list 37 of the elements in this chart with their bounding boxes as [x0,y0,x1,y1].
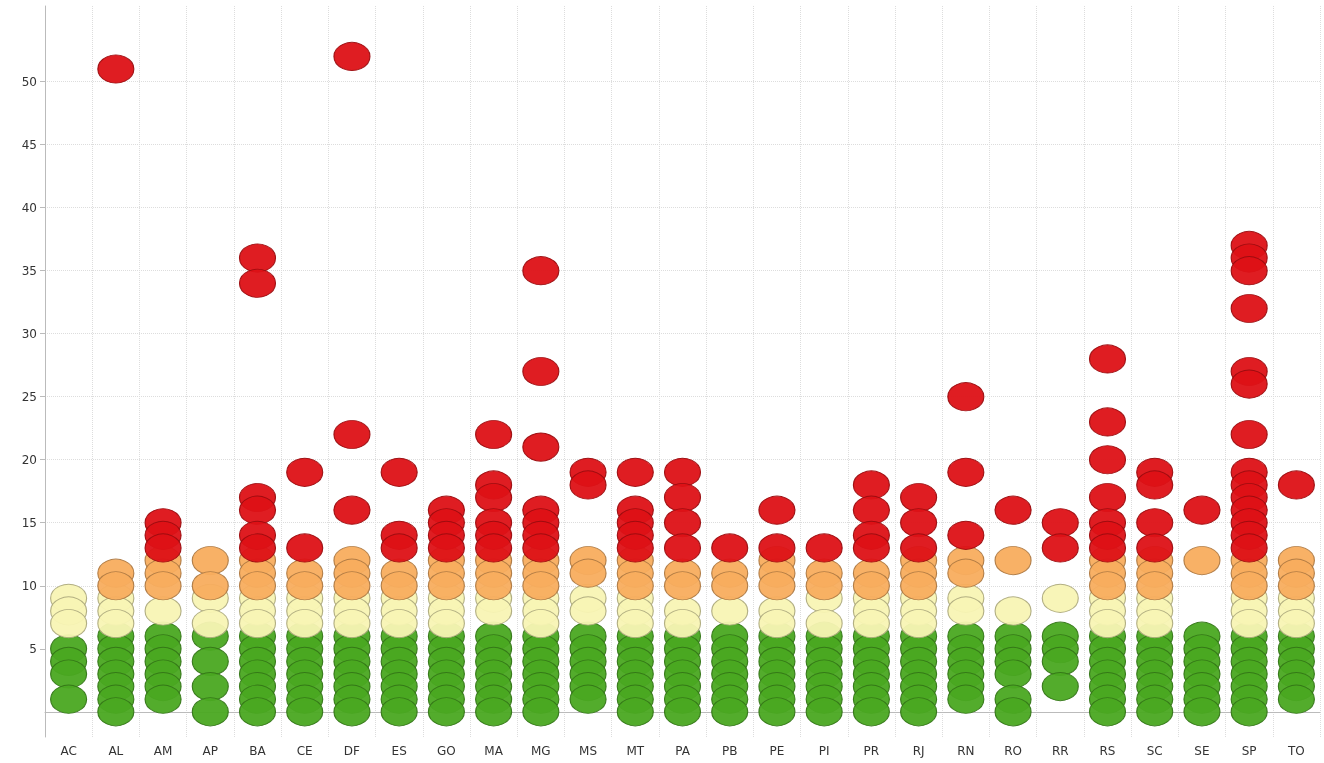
y-tick-label: 15 [21,515,37,530]
y-tick-label: 40 [21,200,37,215]
x-tick-label: AL [108,744,124,758]
y-tick-label: 25 [21,389,37,404]
x-tick-label: RS [1099,744,1116,758]
y-tick-label: 20 [21,452,37,467]
x-tick-label: PI [818,744,830,758]
x-tick-label: SC [1146,744,1163,758]
x-tick-label: MT [626,744,645,758]
x-tick-label: MA [484,744,504,758]
x-tick-label: DF [343,744,361,758]
x-tick-label: GO [437,744,456,758]
x-tick-label: RN [957,744,975,758]
x-tick-label: RO [1004,744,1022,758]
x-tick-label: PR [863,744,880,758]
x-tick-label: PE [769,744,785,758]
y-tick-label: 45 [21,137,37,152]
x-tick-label: SP [1241,744,1257,758]
x-tick-label: TO [1287,744,1305,758]
x-tick-label: SE [1194,744,1210,758]
x-tick-label: MG [531,744,551,758]
y-tick-label: 10 [21,578,37,593]
y-tick-label: 5 [29,641,37,656]
y-tick-label: 50 [21,74,37,89]
x-tick-label: AC [60,744,77,758]
x-tick-label: MS [579,744,598,758]
x-tick-label: AM [153,744,173,758]
x-tick-label: PB [721,744,738,758]
x-tick-label: BA [249,744,267,758]
x-tick-label: RR [1051,744,1069,758]
x-tick-label: CE [296,744,313,758]
y-tick-label: 35 [21,263,37,278]
x-tick-label: AP [202,744,218,758]
x-tick-label: PA [675,744,691,758]
x-tick-label: RJ [912,744,925,758]
x-tick-label: ES [391,744,407,758]
y-tick-label: 30 [21,326,37,341]
